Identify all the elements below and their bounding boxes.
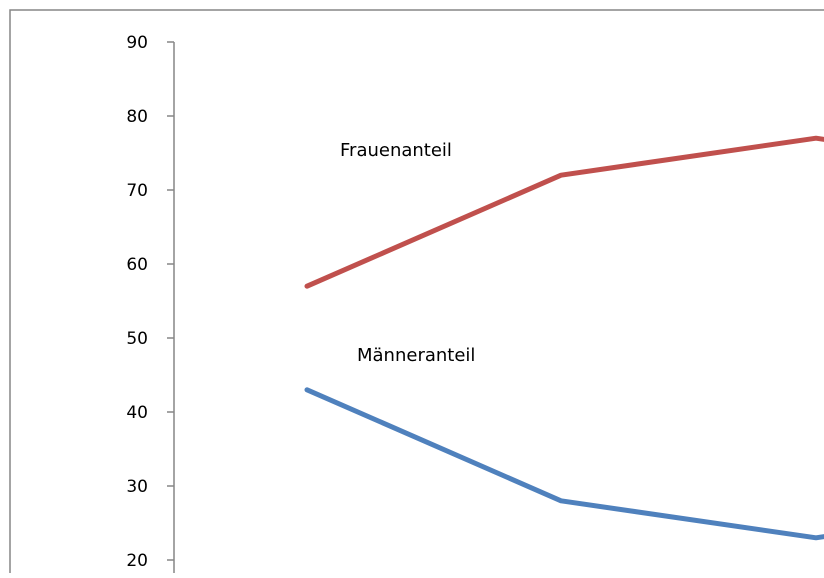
series-layer (304, 135, 824, 541)
series-line-maenneranteil (304, 387, 824, 541)
y-tick-label: 40 (126, 403, 148, 423)
y-tick-label: 30 (126, 477, 148, 497)
series-line-frauenanteil (304, 135, 824, 289)
y-tick-label: 80 (126, 107, 148, 127)
chart-border (9, 9, 824, 578)
y-tick-label: 70 (126, 181, 148, 201)
y-axis: 20 30 40 50 60 70 80 90 (126, 33, 175, 578)
series-label-maenneranteil: Männeranteil (357, 345, 475, 366)
series-label-frauenanteil: Frauenanteil (340, 140, 452, 161)
y-tick-label: 90 (126, 33, 148, 53)
y-tick-label: 50 (126, 329, 148, 349)
y-tick-label: 20 (126, 551, 148, 571)
y-tick-label: 60 (126, 255, 148, 275)
series-labels: Frauenanteil Männeranteil (340, 140, 475, 366)
